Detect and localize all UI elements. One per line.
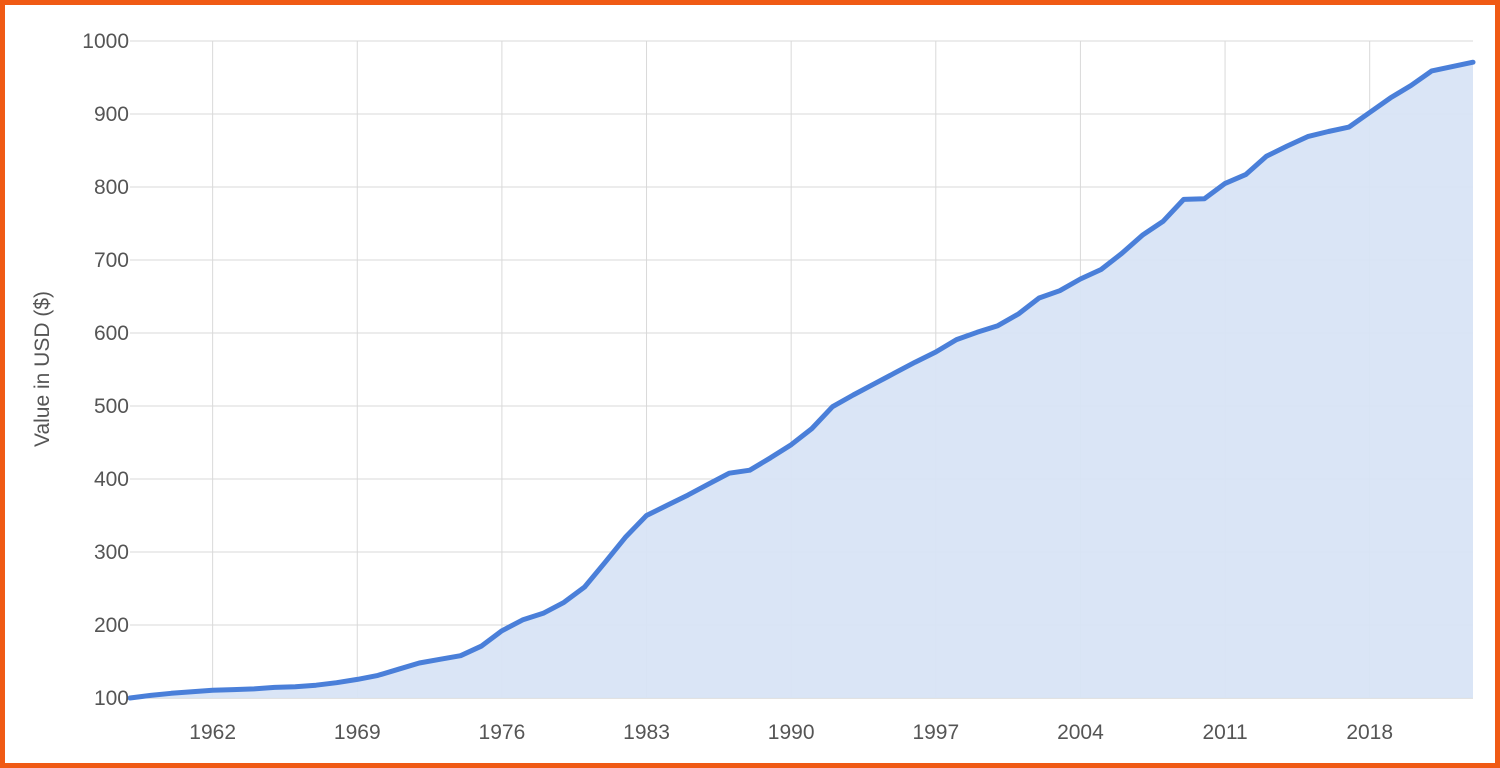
x-tick-label: 2011 <box>1202 721 1247 744</box>
area-fill <box>130 62 1473 698</box>
x-axis-ticks: 1962 1969 1976 1983 1990 1997 2004 2011 2018 <box>189 721 1393 744</box>
x-tick-label: 1962 <box>189 721 236 744</box>
y-tick-label: 1000 <box>82 30 129 53</box>
series-line <box>127 59 1476 701</box>
y-tick-label: 100 <box>94 687 129 710</box>
y-tick-label: 700 <box>94 249 129 272</box>
x-tick-label: 1990 <box>768 721 815 744</box>
x-tick-label: 1983 <box>623 721 670 744</box>
x-tick-label: 1997 <box>912 721 959 744</box>
y-tick-label: 400 <box>94 468 129 491</box>
y-tick-label: 600 <box>94 322 129 345</box>
y-tick-label: 900 <box>94 103 129 126</box>
x-tick-label: 2018 <box>1346 721 1393 744</box>
x-tick-label: 1976 <box>479 721 526 744</box>
y-axis-ticks: 100 200 300 400 500 600 700 800 900 1000 <box>82 30 129 710</box>
y-tick-label: 200 <box>94 614 129 637</box>
y-tick-label: 300 <box>94 541 129 564</box>
y-tick-label: 800 <box>94 176 129 199</box>
y-tick-label: 500 <box>94 395 129 418</box>
y-axis-title: Value in USD ($) <box>31 291 54 447</box>
x-tick-label: 2004 <box>1057 721 1104 744</box>
x-tick-label: 1969 <box>334 721 381 744</box>
